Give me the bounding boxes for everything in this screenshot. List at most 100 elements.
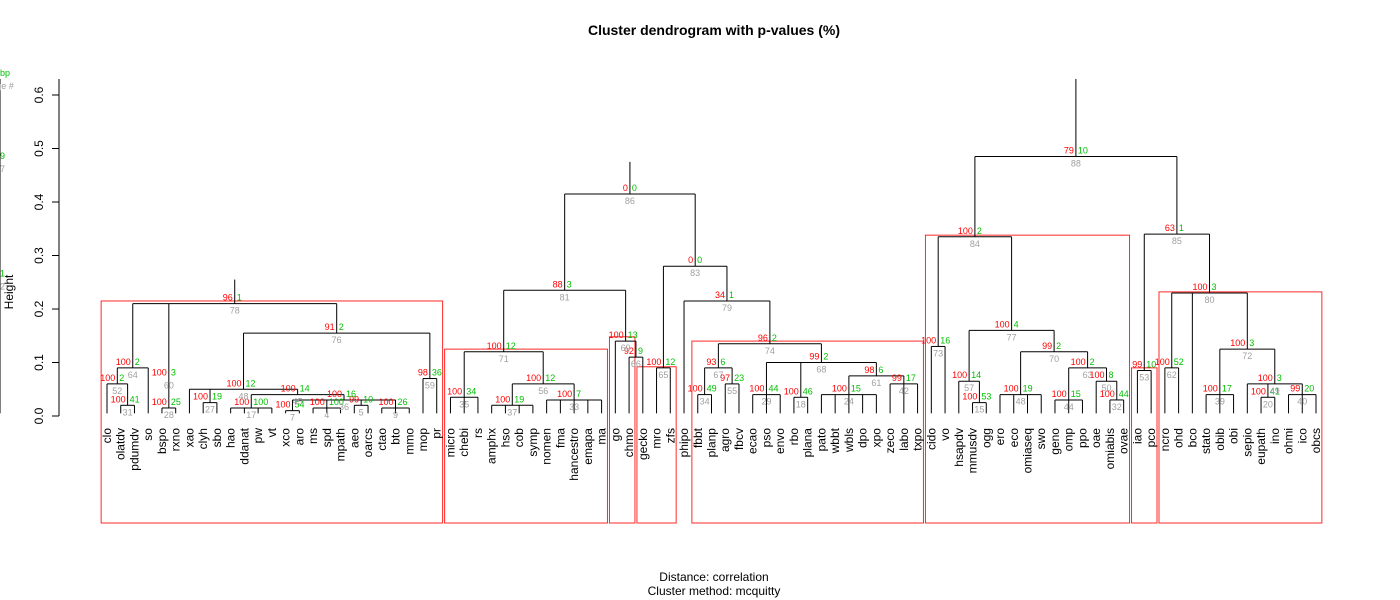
au-value: 100 — [557, 389, 572, 399]
au-value: 100 — [1100, 389, 1115, 399]
leaf-label-agro: agro — [718, 428, 732, 452]
au-value: 79 — [1064, 146, 1074, 156]
leaf-label-gecko: gecko — [636, 428, 650, 460]
leaf-label-omp: omp — [1062, 428, 1076, 452]
au-value: 100 — [526, 373, 541, 383]
leaf-label-rbo: rbo — [787, 428, 801, 446]
leaf-label-xco: xco — [279, 428, 293, 447]
bp-value: 41 — [1270, 386, 1280, 396]
bp-value: 17 — [906, 373, 916, 383]
edge-number: 64 — [128, 370, 138, 380]
edge-number: 31 — [123, 407, 133, 417]
edge-number: 55 — [727, 386, 737, 396]
leaf-label-pr: pr — [430, 428, 444, 439]
bp-value: 12 — [665, 357, 675, 367]
y-axis: 0.0 0.1 0.2 0.3 0.4 0.5 0.6 — [32, 78, 60, 424]
leaf-label-mmusdv: mmusdv — [966, 428, 980, 473]
leaf-label-clyh: clyh — [196, 428, 210, 449]
leaf-label-cido: cido — [924, 428, 938, 450]
leaf-label-chmo: chmo — [622, 428, 636, 458]
edge-number: 53 — [1139, 373, 1149, 383]
bp-value: 0 — [632, 183, 637, 193]
bp-value: 7 — [576, 389, 581, 399]
edge-number: 42 — [899, 386, 909, 396]
leaf-label-ero: ero — [993, 428, 1007, 446]
significant-cluster-box — [636, 366, 677, 524]
bp-value: 10 — [363, 394, 373, 404]
leaf-label-planp: planp — [705, 428, 719, 458]
leaf-label-ovae: ovae — [1117, 428, 1131, 454]
leaf-label-omiabis: omiabis — [1103, 428, 1117, 469]
au-value: 99 — [809, 352, 819, 362]
edge-number: 83 — [690, 268, 700, 278]
edge-number: 79 — [722, 303, 732, 313]
au-value: 100 — [275, 400, 290, 410]
au-value: 99 — [1290, 384, 1300, 394]
bp-value: 4 — [1014, 319, 1019, 329]
au-value: 100 — [1155, 357, 1170, 367]
au-value: 100 — [1251, 386, 1266, 396]
leaf-label-wbbt: wbbt — [828, 427, 842, 454]
bp-value: 12 — [246, 378, 256, 388]
leaf-label-pso: pso — [759, 428, 773, 448]
leaf-label-nomen: nomen — [540, 428, 554, 465]
edge-number: 39 — [1215, 397, 1225, 407]
leaf-label-labo: labo — [897, 428, 911, 451]
bp-value: 9 — [0, 151, 5, 161]
bp-value: 2 — [977, 226, 982, 236]
leaf-label-zeco: zeco — [883, 428, 897, 454]
edge-number: 72 — [1242, 351, 1252, 361]
leaf-label-hso: hso — [498, 428, 512, 448]
leaf-label-go: go — [608, 428, 622, 442]
au-value: 100 — [193, 392, 208, 402]
bp-value: 20 — [1304, 384, 1314, 394]
leaf-label-ms: ms — [306, 428, 320, 444]
edge-number: 67 — [713, 370, 723, 380]
bp-value: 2 — [135, 357, 140, 367]
bp-value: 8 — [1108, 370, 1113, 380]
au-value: 100 — [1071, 357, 1086, 367]
edge-number: 24 — [844, 397, 854, 407]
leaf-label-eco: eco — [1007, 428, 1021, 448]
bp-value: 15 — [1071, 389, 1081, 399]
edge-number: 48 — [239, 391, 249, 401]
leaf-labels: clo olatdv pdumdv so bspo rxno xao clyh sbo hao dd… — [100, 427, 1323, 480]
au-value: 100 — [962, 392, 977, 402]
leaf-label-fbbt: fbbt — [691, 427, 705, 448]
au-value: 100 — [1192, 282, 1207, 292]
leaf-label-ppo: ppo — [1075, 428, 1089, 448]
edge-number: 66 — [631, 359, 641, 369]
leaf-label-pato: pato — [814, 428, 828, 452]
edge-number: 33 — [569, 402, 579, 412]
significant-cluster-box — [924, 234, 1131, 524]
leaf-label-clo: clo — [100, 428, 114, 444]
method-label: Cluster method: mcquitty — [648, 584, 781, 598]
au-value: 100 — [281, 384, 296, 394]
edge-number: 74 — [765, 346, 775, 356]
au-value: 99 — [1132, 360, 1142, 370]
edge-number: 81 — [560, 292, 570, 302]
leaf-label-obib: obib — [1213, 428, 1227, 451]
leaf-label-envo: envo — [773, 428, 787, 454]
y-tick-label: 0.3 — [32, 247, 46, 264]
edge-number: edge # — [0, 81, 14, 91]
leaf-label-symp: symp — [526, 428, 540, 457]
leaf-label-rxno: rxno — [169, 428, 183, 452]
edge-number: 27 — [205, 405, 215, 415]
bp-value: 16 — [940, 335, 950, 345]
y-tick-label: 0.0 — [32, 407, 46, 424]
bp-value: bp — [0, 68, 10, 78]
leaf-label-ecao: ecao — [746, 428, 760, 454]
leaf-label-emapa: emapa — [581, 428, 595, 465]
significant-cluster-box — [1158, 291, 1323, 524]
edge-number: 29 — [761, 397, 771, 407]
bp-value: 23 — [734, 373, 744, 383]
leaf-label-ohmi: ohmi — [1282, 428, 1296, 454]
au-value: 100 — [952, 370, 967, 380]
edge-number: 20 — [1263, 399, 1273, 409]
leaf-label-xpo: xpo — [869, 428, 883, 448]
bp-value: 2 — [823, 352, 828, 362]
edge-number: 32 — [1112, 402, 1122, 412]
edge-number: 68 — [816, 365, 826, 375]
leaf-label-rs: rs — [471, 428, 485, 438]
